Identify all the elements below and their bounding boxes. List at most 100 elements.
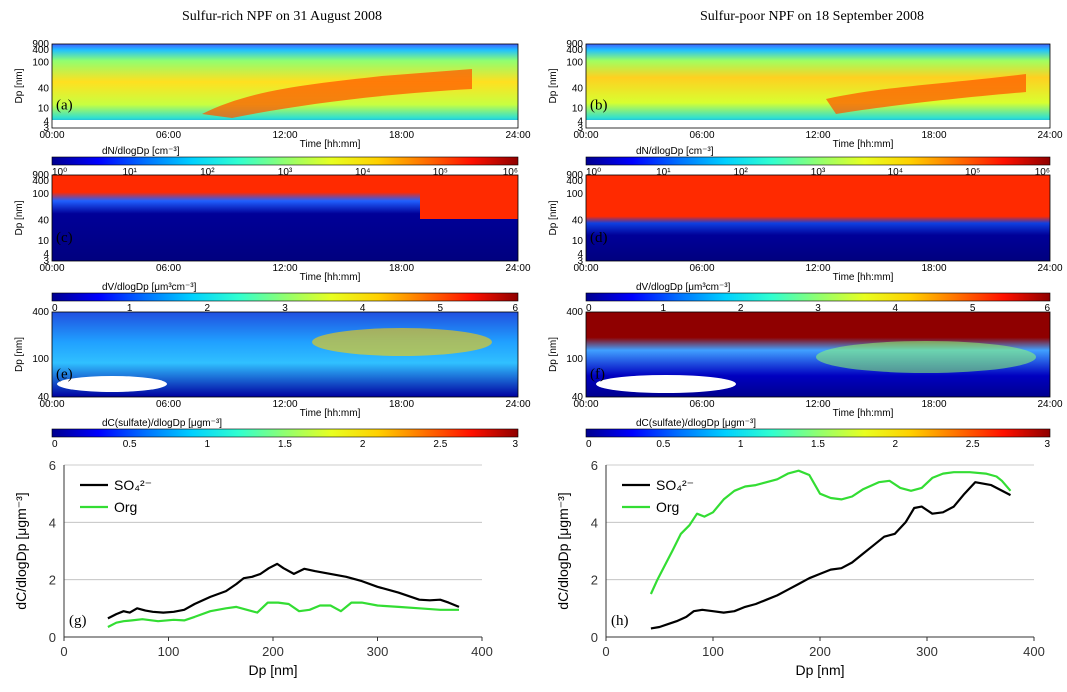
time-tick-label: 00:00	[573, 399, 598, 410]
colorbar-tick-label: 0	[586, 439, 592, 450]
time-tick-label: 12:00	[272, 263, 297, 274]
colorbar-tick-label: 1	[661, 303, 667, 314]
panel-label-b: (b)	[590, 98, 608, 114]
series-line	[107, 562, 460, 620]
time-tick-label: 12:00	[805, 130, 830, 141]
y-tick-label: 400	[32, 45, 49, 56]
y-tick-label: 100	[566, 57, 583, 68]
time-tick-label: 06:00	[689, 399, 714, 410]
y-tick-label: 3	[43, 123, 49, 134]
colorbar-tick-label: 2.5	[433, 439, 447, 450]
y-tick-label: 40	[572, 392, 584, 403]
time-tick-label: 18:00	[921, 130, 946, 141]
time-tick-label: 00:00	[573, 130, 598, 141]
time-tick-label: 00:00	[39, 399, 64, 410]
time-tick-label: 06:00	[689, 130, 714, 141]
time-tick-label: 18:00	[389, 130, 414, 141]
colorbar-tick-label: 10³	[278, 167, 293, 178]
colorbar-tick-label: 6	[512, 303, 518, 314]
time-tick-label: 00:00	[39, 263, 64, 274]
x-tick-label: 400	[1023, 644, 1045, 659]
colorbar-tick-label: 0.5	[123, 439, 137, 450]
lower-cutoff	[52, 120, 518, 128]
colorbar-tick-label: 3	[282, 303, 288, 314]
time-tick-label: 06:00	[156, 263, 181, 274]
colorbar-tick-label: 5	[438, 303, 444, 314]
time-tick-label: 12:00	[805, 263, 830, 274]
colorbars: dN/dlogDp [cm⁻³]10⁰ 10¹ 10² 10³ 10⁴ 10⁵ 10⁶dN/…	[51, 146, 1051, 450]
colorbar-tick-label: 0	[52, 439, 58, 450]
y-axis-label: Dp [nm]	[548, 337, 559, 372]
time-axis-label: Time [hh:mm]	[300, 272, 361, 283]
y-tick-label: 900	[32, 170, 49, 181]
time-axis-label: Time [hh:mm]	[833, 272, 894, 283]
colorbar-tick-label: 2	[205, 303, 211, 314]
y-tick-label: 400	[566, 307, 583, 318]
x-tick-label: 200	[262, 644, 284, 659]
y-tick-label: 40	[38, 216, 50, 227]
y-tick-label: 10	[572, 236, 584, 247]
x-tick-label: 300	[916, 644, 938, 659]
series-line	[650, 481, 1012, 630]
heatmap-panel-f: (f) 400 100 40 Dp [nm] 00:00 06:00 12:00 18:00 24…	[548, 307, 1063, 419]
colorbar-tick-label: 10²	[733, 167, 748, 178]
colorbar-tick-label: 3	[512, 439, 518, 450]
y-tick-label: 900	[32, 39, 49, 50]
y-axis-label: Dp [nm]	[548, 200, 559, 235]
colorbar-tick-label: 1	[738, 439, 744, 450]
series-line	[649, 469, 1012, 595]
x-tick-label: 400	[471, 644, 493, 659]
sulfate-hotspot	[816, 341, 1036, 373]
colorbar: dN/dlogDp [cm⁻³] 10⁰ 10¹ 10² 10³ 10⁴ 10⁵ 10⁶	[51, 146, 519, 178]
legend-label: Org	[114, 499, 137, 515]
y-tick-label: 4	[49, 515, 56, 530]
time-tick-label: 00:00	[39, 130, 64, 141]
heatmap-field	[586, 175, 1050, 261]
time-tick-label: 06:00	[156, 399, 181, 410]
colorbar-tick-label: 2	[360, 439, 366, 450]
colorbar-label: dC(sulfate)/dlogDp [μgm⁻³]	[636, 418, 756, 429]
colorbar: dV/dlogDp [μm³cm⁻³] 0 1 2 3 4 5 6	[51, 282, 518, 314]
panel-frame	[51, 174, 519, 262]
colorbar-label: dN/dlogDp [cm⁻³]	[102, 146, 180, 157]
no-data-region	[57, 376, 167, 392]
y-tick-label: 3	[577, 256, 583, 267]
panel-label-a: (a)	[56, 98, 73, 114]
colorbar: dC(sulfate)/dlogDp [μgm⁻³] 0 0.5 1 1.5 2 2.5 3	[585, 418, 1051, 450]
y-tick-label: 400	[566, 45, 583, 56]
right-title: Sulfur-poor NPF on 18 September 2008	[700, 9, 924, 24]
y-axis-label: dC/dlogDp [μgm⁻³]	[555, 492, 571, 609]
colorbar-label: dN/dlogDp [cm⁻³]	[636, 146, 714, 157]
y-tick-label: 3	[577, 123, 583, 134]
line-chart-h: 0 2 4 6 0 100 200 300 400 Dp [nm] dC/dlogDp [μgm⁻³…	[555, 458, 1045, 678]
panel-label-f: (f)	[590, 366, 605, 382]
y-tick-label: 10	[572, 104, 584, 115]
y-tick-label: 40	[572, 216, 584, 227]
colorbar-tick-label: 10⁵	[433, 167, 448, 178]
y-tick-label: 2	[49, 573, 56, 588]
colorbar-tick-label: 3	[1044, 439, 1050, 450]
line-chart-g: 0 2 4 6 0 100 200 300 400 Dp [nm] dC/dlogDp [μgm⁻³…	[13, 458, 493, 678]
y-tick-label: 100	[566, 354, 583, 365]
colorbar-strip	[585, 428, 1051, 438]
time-axis-label: Time [hh:mm]	[300, 408, 361, 419]
time-axis-label: Time [hh:mm]	[300, 139, 361, 150]
panel-frame	[585, 311, 1051, 398]
y-tick-label: 0	[49, 630, 56, 645]
colorbar-tick-label: 4	[893, 303, 899, 314]
heatmap-panel-e: (e) 400 100 40 Dp [nm] 00:00 06:00 12:00 18:00 24…	[14, 307, 531, 419]
x-tick-label: 100	[158, 644, 180, 659]
colorbar-strip	[585, 292, 1051, 302]
legend-label: SO₄²⁻	[114, 477, 152, 493]
panel-label: (g)	[69, 613, 87, 629]
time-tick-label: 24:00	[1037, 399, 1062, 410]
legend-label: SO₄²⁻	[656, 477, 694, 493]
sulfate-hotspot	[312, 328, 492, 356]
time-tick-label: 12:00	[272, 399, 297, 410]
panel-frame	[51, 311, 519, 398]
series-line	[107, 601, 459, 628]
y-tick-label: 4	[591, 515, 598, 530]
